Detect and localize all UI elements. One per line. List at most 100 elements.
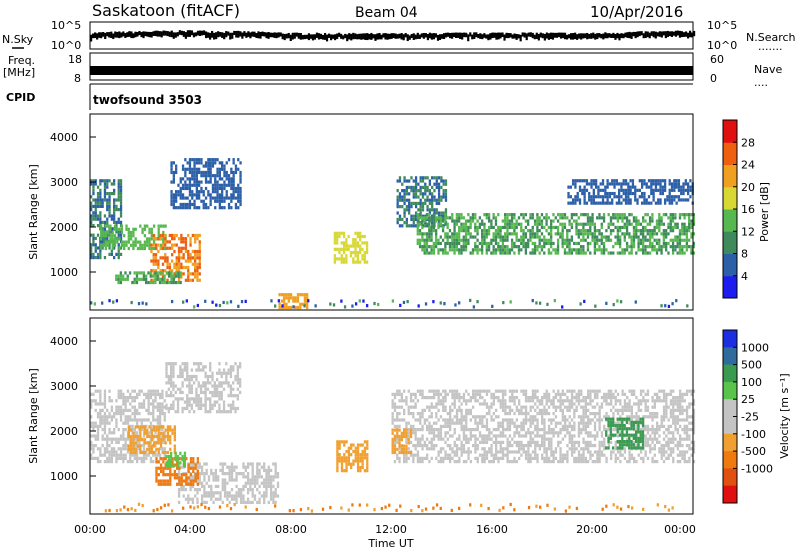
heatmap-cell	[412, 224, 415, 228]
ground-scatter-cell	[179, 368, 182, 372]
power-frame	[89, 113, 694, 311]
ground-scatter-cell	[508, 399, 512, 403]
heatmap-cell	[690, 251, 693, 255]
ground-scatter-cell	[430, 395, 433, 400]
heatmap-cell	[142, 274, 146, 278]
nsky-sample	[208, 32, 212, 40]
ground-scatter-cell	[269, 497, 273, 501]
heatmap-cell	[90, 252, 93, 256]
ground-scatter-cell	[133, 395, 136, 400]
heatmap-cell	[462, 216, 465, 220]
heatmap-cell	[194, 265, 197, 270]
ground-scatter-cell	[209, 410, 212, 414]
ground-scatter-cell	[483, 450, 486, 454]
freq-tick-bottom: 8	[74, 72, 81, 85]
nsky-sample	[535, 32, 538, 39]
ground-scatter-cell	[229, 403, 233, 407]
ground-scatter-cell	[550, 443, 553, 448]
heatmap-cell	[644, 245, 647, 249]
ground-scatter-cell	[272, 484, 275, 489]
ground-scatter-cell	[96, 447, 100, 451]
ground-scatter-cell	[522, 447, 525, 451]
ground-scatter-cell	[181, 362, 184, 366]
freq-tick-top: 18	[68, 53, 82, 66]
heatmap-cell	[356, 231, 360, 235]
ground-scatter-cell	[501, 405, 505, 409]
ground-scatter-cell	[249, 481, 252, 485]
nsky-sample	[146, 31, 149, 37]
ground-scatter-cell	[541, 399, 544, 403]
heatmap-cell	[194, 259, 197, 263]
ground-scatter-cell	[179, 374, 182, 379]
ground-scatter-cell	[240, 491, 243, 495]
ground-scatter-cell	[492, 453, 495, 457]
heatmap-cell	[504, 225, 507, 230]
nsky-sample	[267, 31, 270, 39]
heatmap-cell	[223, 167, 226, 171]
ground-scatter-cell	[267, 484, 270, 489]
heatmap-cell	[497, 235, 500, 239]
ground-scatter-cell	[265, 478, 268, 482]
ground-scatter-cell	[195, 378, 198, 382]
heatmap-cell	[487, 213, 491, 217]
heatmap-cell	[677, 198, 681, 202]
ground-scatter-cell	[478, 440, 482, 444]
ground-scatter-cell	[163, 415, 166, 419]
heatmap-cell	[345, 238, 348, 242]
ground-scatter-cell	[522, 421, 525, 425]
heatmap-cell	[478, 241, 482, 246]
ground-scatter-cell	[481, 418, 484, 422]
heatmap-cell	[651, 241, 654, 246]
heatmap-cell	[685, 229, 689, 233]
ground-scatter-cell	[172, 406, 175, 411]
ground-scatter-cell	[495, 395, 498, 400]
heatmap-cell	[467, 219, 470, 223]
heatmap-cell	[425, 245, 429, 249]
ground-scatter-cell	[103, 450, 107, 454]
heatmap-cell	[617, 182, 621, 186]
heatmap-cell	[113, 207, 116, 212]
ground-scatter-cell	[541, 408, 544, 412]
heatmap-cell	[154, 259, 158, 263]
ground-scatter-cell	[206, 387, 210, 391]
ground-scatter-cell	[126, 408, 130, 412]
heatmap-cell	[464, 222, 468, 226]
heatmap-cell	[414, 182, 418, 186]
heatmap-cell	[609, 216, 613, 220]
heatmap-cell	[689, 195, 692, 199]
heatmap-cell	[117, 182, 120, 186]
heatmap-cell	[627, 185, 630, 189]
heatmap-cell	[629, 191, 632, 196]
heatmap-cell	[460, 213, 463, 217]
heatmap-cell	[632, 225, 636, 230]
heatmap-cell	[451, 219, 454, 223]
ground-scatter-cell	[545, 453, 548, 457]
heatmap-cell	[665, 235, 668, 239]
ground-scatter-cell	[541, 411, 544, 416]
ground-scatter-cell	[188, 410, 191, 414]
heatmap-cell	[685, 235, 689, 239]
ground-scatter-cell	[142, 456, 146, 460]
ground-scatter-cell	[426, 424, 429, 428]
ground-scatter-cell	[416, 459, 420, 464]
heatmap-cell	[175, 233, 178, 238]
heatmap-cell	[635, 235, 638, 239]
ground-scatter-cell	[179, 397, 182, 401]
heatmap-cell	[657, 179, 660, 183]
ground-scatter-cell	[203, 475, 206, 479]
heatmap-cell	[577, 229, 580, 233]
heatmap-cell	[195, 167, 198, 171]
heatmap-cell	[129, 237, 133, 241]
heatmap-cell	[232, 196, 235, 200]
nsky-sample	[350, 33, 353, 41]
ground-scatter-cell	[209, 397, 212, 401]
heatmap-cell	[159, 243, 163, 247]
ground-scatter-cell	[476, 456, 479, 460]
ground-scatter-cell	[267, 465, 270, 469]
ground-scatter-cell	[488, 431, 491, 435]
heatmap-cell	[150, 246, 153, 251]
heatmap-cell	[681, 248, 684, 252]
ground-scatter-cell	[432, 392, 436, 396]
heatmap-cell	[287, 296, 290, 300]
heatmap-cell	[96, 204, 100, 208]
